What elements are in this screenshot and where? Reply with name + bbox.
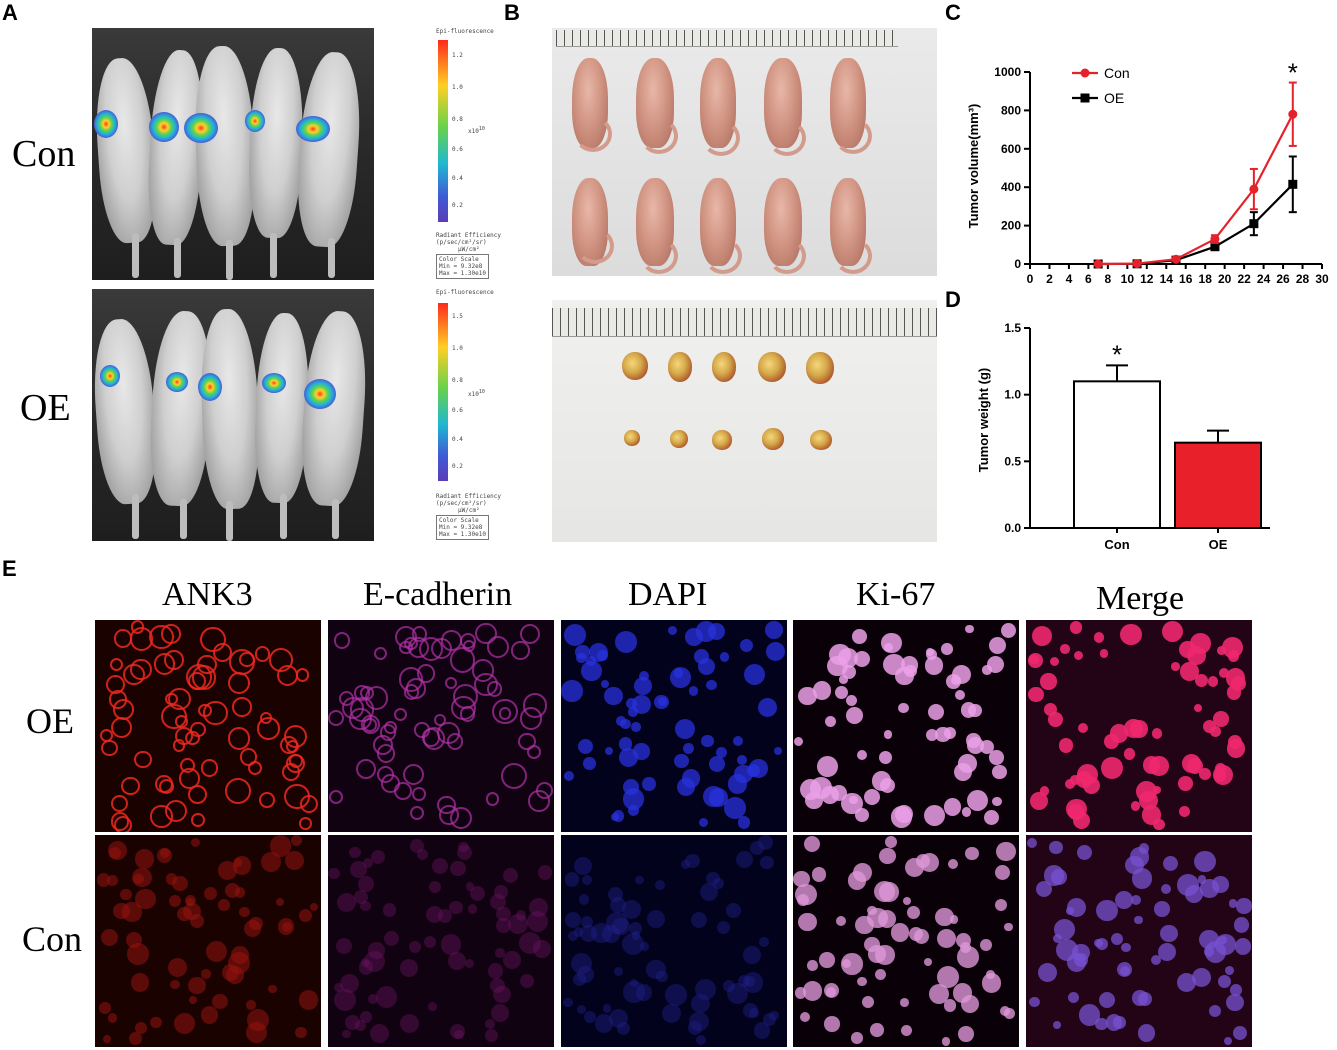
signal-spot [184, 113, 218, 143]
data-point [1288, 179, 1298, 189]
color-scale-con: Epi-fluorescence 1.2 1.0 0.8 x1010 0.6 0… [436, 28, 502, 279]
y-tick-label: 600 [1001, 142, 1021, 156]
x-tick-label: 28 [1296, 272, 1310, 286]
bar-rect [1073, 380, 1161, 530]
x-tick-label: 18 [1199, 272, 1213, 286]
signal-spot [100, 365, 120, 387]
x-tick-label: 12 [1140, 272, 1154, 286]
legend-label: OE [1104, 90, 1124, 106]
legend-item-oe: OE [1072, 90, 1124, 106]
panel-label-b: B [504, 0, 520, 25]
x-tick-label: 2 [1046, 272, 1053, 286]
x-tick-label: 4 [1066, 272, 1073, 286]
series-line [1098, 113, 1294, 266]
series-con [1093, 81, 1298, 269]
y-tick-label: 200 [1001, 219, 1021, 233]
row-label-con-a: Con [12, 133, 76, 175]
signal-spot [245, 110, 265, 132]
panel-label-e: E [2, 556, 17, 581]
if-tile [328, 620, 554, 832]
row-label-con-e: Con [22, 919, 83, 959]
signal-spot [262, 373, 286, 393]
series-oe [1093, 155, 1298, 269]
panel-label-a: A [2, 0, 18, 25]
if-tile [1026, 620, 1252, 832]
chart-c-ylabel: Tumor volume(mm³) [966, 104, 981, 229]
y-tick-label: 1.0 [1004, 388, 1021, 402]
col-header-dapi: DAPI [628, 576, 708, 613]
data-point [1288, 109, 1298, 119]
if-tile [561, 620, 787, 832]
y-tick-label: 800 [1001, 103, 1021, 117]
data-point [1132, 259, 1142, 269]
y-tick-label: 1000 [994, 65, 1021, 79]
data-point [1171, 254, 1181, 264]
data-point [1210, 242, 1220, 252]
photo-nude-mice [552, 28, 937, 276]
ivis-image-oe [92, 289, 374, 541]
chart-d-ylabel: Tumor weight (g) [976, 368, 991, 472]
data-point [1249, 219, 1259, 229]
bar-rect [1174, 441, 1262, 530]
row-label-oe-a: OE [20, 387, 71, 429]
col-header-ki67: Ki-67 [856, 576, 936, 613]
if-tile [1026, 835, 1252, 1047]
bar-con: Con [1073, 364, 1161, 552]
data-point [1210, 234, 1220, 244]
if-tile [793, 620, 1019, 832]
if-tile [561, 835, 787, 1047]
x-tick-label: 30 [1315, 272, 1329, 286]
if-tile [95, 620, 321, 832]
signal-spot [166, 372, 188, 392]
signal-spot [149, 112, 179, 142]
bar-oe: OE [1174, 429, 1262, 552]
x-tick-label: OE [1209, 537, 1228, 552]
chart-d-annotation: * [1112, 339, 1122, 369]
x-tick-label: Con [1104, 537, 1129, 552]
signal-spot [94, 110, 118, 138]
if-tile [793, 835, 1019, 1047]
x-tick-label: 6 [1085, 272, 1092, 286]
x-tick-label: 26 [1276, 272, 1290, 286]
y-tick-label: 0.0 [1004, 521, 1021, 535]
chart-tumor-weight: 0.0 0.5 1.0 1.5 Tumor weight (g) Con OE * [976, 321, 1270, 552]
x-tick-label: 0 [1027, 272, 1034, 286]
signal-spot [198, 373, 222, 401]
y-tick-label: 0.5 [1004, 454, 1021, 468]
signal-spot [296, 116, 330, 142]
x-tick-label: 16 [1179, 272, 1193, 286]
if-tile [328, 835, 554, 1047]
chart-c-legend: Con OE [1072, 65, 1130, 106]
ivis-image-con [92, 28, 374, 280]
panel-label-c: C [945, 0, 961, 25]
x-tick-label: 24 [1257, 272, 1271, 286]
panel-label-d: D [945, 287, 961, 312]
if-tile [95, 835, 321, 1047]
data-point [1093, 259, 1103, 269]
chart-d-bars: Con OE [1073, 364, 1262, 552]
chart-c-annotation: * [1288, 58, 1298, 88]
x-tick-label: 20 [1218, 272, 1232, 286]
y-tick-label: 0 [1014, 257, 1021, 271]
legend-item-con: Con [1072, 65, 1130, 81]
y-tick-label: 400 [1001, 180, 1021, 194]
series-line [1098, 183, 1294, 266]
photo-excised-tumors [552, 300, 937, 542]
x-tick-label: 8 [1105, 272, 1112, 286]
data-point [1249, 184, 1259, 194]
y-tick-label: 1.5 [1004, 321, 1021, 335]
x-tick-label: 22 [1237, 272, 1251, 286]
col-header-ank3: ANK3 [162, 576, 253, 613]
col-header-merge: Merge [1096, 580, 1185, 617]
x-tick-label: 14 [1160, 272, 1174, 286]
color-scale-oe: Epi-fluorescence 1.5 1.0 0.8 x1010 0.6 0… [436, 289, 502, 540]
row-label-oe-e: OE [26, 701, 74, 741]
legend-label: Con [1104, 65, 1130, 81]
signal-spot [304, 379, 336, 409]
col-header-ecadherin: E-cadherin [363, 576, 513, 613]
chart-c-series [1093, 81, 1298, 269]
x-tick-label: 10 [1121, 272, 1135, 286]
